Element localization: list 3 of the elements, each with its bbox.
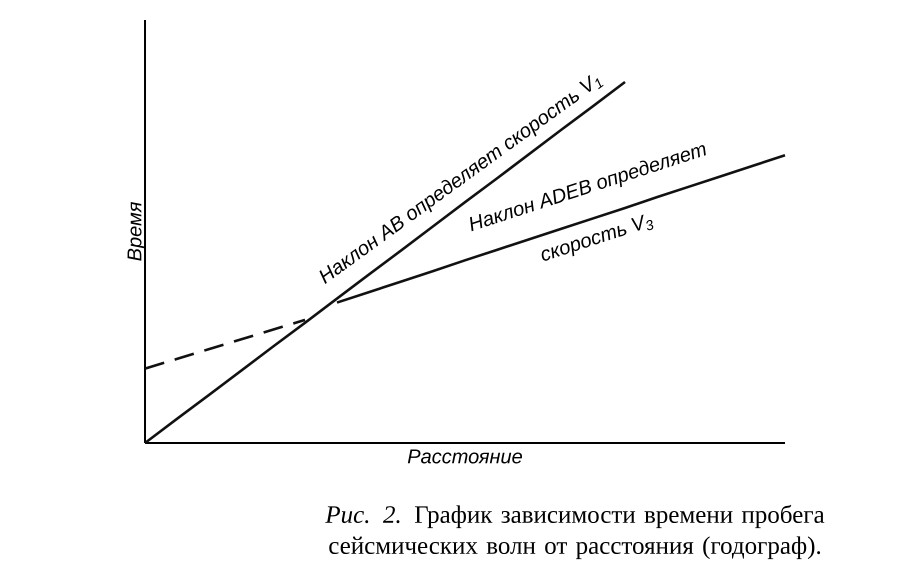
text: Рис. 2. График зависимости времени пробега сейсмических волн от расстояния (годограф).: [325, 504, 824, 560]
y-axis-title: Время: [128, 202, 146, 261]
x-axis-title: Расстояние: [408, 450, 522, 464]
